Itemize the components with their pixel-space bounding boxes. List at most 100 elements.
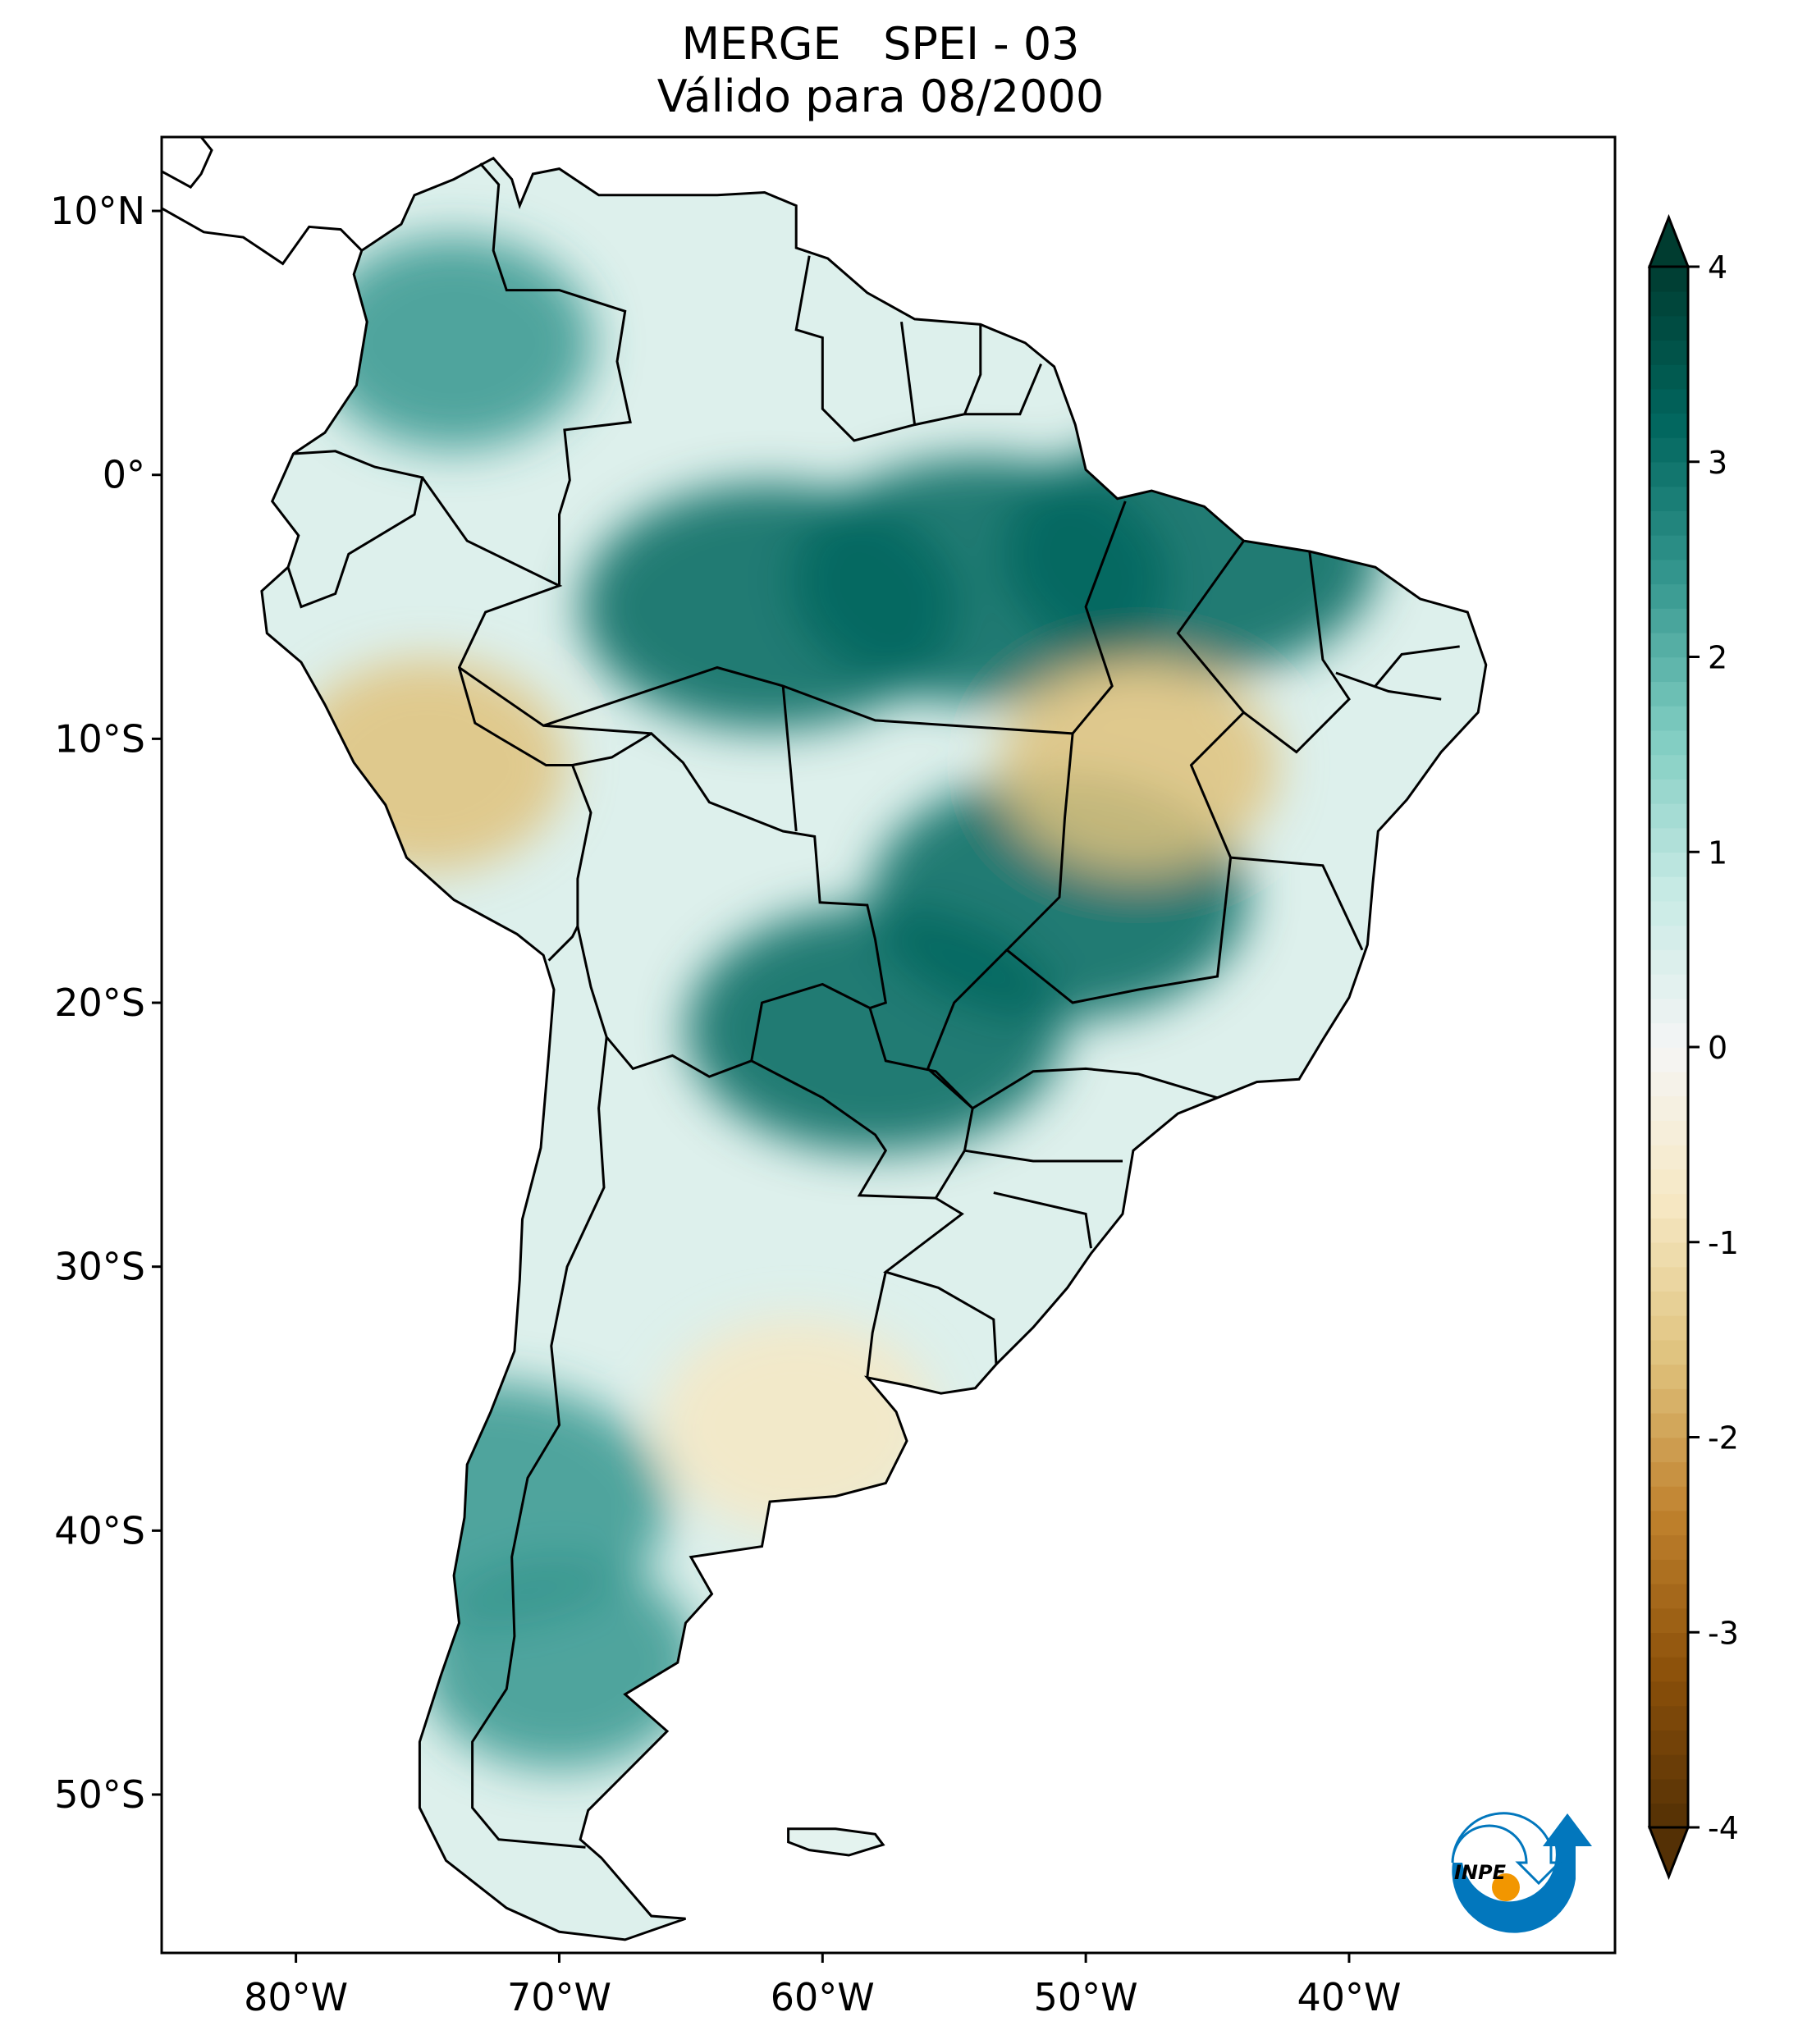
colorbar-segment	[1649, 1485, 1688, 1511]
colorbar-segment	[1649, 1266, 1688, 1292]
colorbar-segment	[1649, 925, 1688, 950]
colorbar-segment	[1649, 290, 1688, 317]
country-border	[964, 364, 1042, 416]
colorbar-segment	[1649, 705, 1688, 731]
y-tick-label: 10°N	[50, 189, 145, 233]
x-tick-label: 40°W	[1297, 1975, 1401, 2019]
colorbar-segment	[1649, 1583, 1688, 1609]
colorbar-segment	[1649, 1315, 1688, 1341]
colorbar-segment	[1649, 1607, 1688, 1634]
colorbar-segment	[1649, 1193, 1688, 1219]
colorbar-segment	[1649, 486, 1688, 511]
colorbar-segment	[1649, 729, 1688, 756]
colorbar-segment	[1649, 1339, 1688, 1365]
colorbar-segment	[1649, 779, 1688, 804]
colorbar-tick-label: 0	[1708, 1030, 1727, 1066]
x-tick-label: 80°W	[244, 1975, 348, 2019]
colorbar-segment	[1649, 1412, 1688, 1438]
colorbar-segment	[1649, 949, 1688, 975]
colorbar-tick-label: -3	[1708, 1615, 1739, 1651]
country-border	[964, 1149, 1123, 1163]
colorbar-segment	[1649, 461, 1688, 487]
axes-frame	[160, 135, 1617, 1955]
colorbar-segment	[1649, 681, 1688, 706]
map-title: MERGE SPEI - 03	[681, 18, 1080, 70]
country-border	[542, 501, 1127, 735]
colorbar-segment	[1649, 413, 1688, 438]
colorbar-segment	[1649, 437, 1688, 463]
colorbar-segment	[1649, 1510, 1688, 1536]
colorbar-segment	[1649, 559, 1688, 585]
colorbar-segment	[1649, 1730, 1688, 1755]
y-axis: 10°N 0° 10°S 20°S 30°S 40°S 50°S	[50, 189, 162, 1817]
x-tick-label: 60°W	[771, 1975, 875, 2019]
colorbar-tick-label: 4	[1708, 249, 1727, 286]
colorbar-segment	[1649, 1144, 1688, 1170]
country-border	[1004, 551, 1351, 1004]
colorbar-tick-label: 2	[1708, 640, 1727, 676]
spei-field	[261, 158, 1486, 1940]
colorbar-extend-max	[1647, 213, 1690, 268]
country-border	[1230, 856, 1364, 951]
falklands-island	[787, 1827, 885, 1857]
central-america-coastline	[161, 136, 363, 266]
colorbar: 4 3 2 1 0 -1 -2 -3 -4	[1647, 213, 1739, 1881]
logo-text: INPE	[1454, 1861, 1507, 1884]
spei-region	[999, 658, 1279, 872]
country-border	[794, 255, 982, 442]
colorbar-segment	[1649, 1095, 1688, 1121]
colorbar-segment	[1649, 1241, 1688, 1268]
colorbar-segment	[1649, 1680, 1688, 1707]
colorbar-tick-label: -2	[1708, 1420, 1739, 1456]
colorbar-segment	[1649, 1534, 1688, 1560]
colorbar-segment	[1649, 973, 1688, 999]
colorbar-segment	[1649, 803, 1688, 829]
colorbar-segment	[1649, 1022, 1688, 1048]
colorbar-segment	[1649, 656, 1688, 683]
map-axes	[160, 135, 1617, 1955]
colorbar-segment	[1649, 364, 1688, 390]
y-tick-label: 50°S	[54, 1772, 145, 1817]
colorbar-segment	[1649, 1388, 1688, 1414]
colorbar-segment	[1649, 1218, 1688, 1243]
country-border	[479, 162, 632, 586]
colorbar-segment	[1649, 1047, 1688, 1072]
map-subtitle: Válido para 08/2000	[657, 71, 1105, 122]
colorbar-segment	[1649, 1120, 1688, 1145]
colorbar-segment	[1649, 1364, 1688, 1389]
colorbar-segment	[1649, 1705, 1688, 1731]
colorbar-segment	[1649, 1461, 1688, 1487]
country-border	[1335, 671, 1442, 701]
colorbar-segment	[1649, 827, 1688, 853]
country-border	[1374, 645, 1460, 687]
x-tick-label: 70°W	[507, 1975, 611, 2019]
y-tick-label: 10°S	[54, 716, 145, 761]
colorbar-segment	[1649, 340, 1688, 365]
colorbar-tick-label: 3	[1708, 445, 1727, 481]
x-axis: 80°W 70°W 60°W 50°W 40°W	[244, 1953, 1401, 2019]
country-border	[781, 685, 798, 832]
spei-region	[419, 1556, 699, 1770]
colorbar-segment	[1649, 876, 1688, 902]
colorbar-segment	[1649, 1071, 1688, 1097]
colorbar-tick-label: 1	[1708, 835, 1727, 871]
colorbar-segment	[1649, 267, 1688, 292]
colorbar-segment	[1649, 583, 1688, 609]
colorbar-segment	[1649, 632, 1688, 658]
colorbar-segment	[1649, 1632, 1688, 1658]
country-border	[993, 1191, 1092, 1249]
colorbar-segment	[1649, 510, 1688, 536]
country-border	[572, 732, 887, 1078]
colorbar-segment	[1649, 998, 1688, 1024]
colorbar-segment	[1649, 1656, 1688, 1682]
country-border	[471, 1036, 608, 1849]
country-border	[866, 1271, 887, 1378]
colorbar-segment	[1649, 852, 1688, 877]
colorbar-segment	[1649, 754, 1688, 780]
country-border	[926, 949, 1218, 1110]
country-border	[900, 322, 917, 425]
colorbar-segment	[1649, 900, 1688, 926]
colorbar-segment	[1649, 1803, 1688, 1828]
colorbar-tick-label: -4	[1708, 1810, 1739, 1846]
